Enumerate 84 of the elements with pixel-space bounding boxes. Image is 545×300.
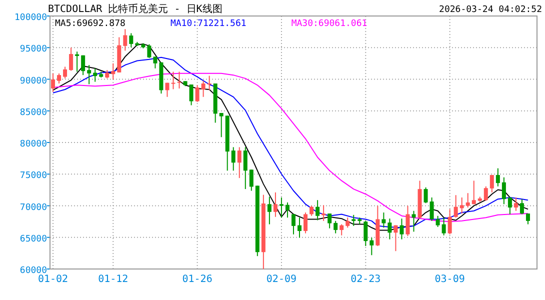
candlestick <box>400 218 404 240</box>
text: MA30:69061.061 <box>291 19 368 29</box>
candlestick <box>111 62 116 80</box>
candlestick <box>370 237 374 256</box>
candlestick <box>249 169 254 192</box>
candlestick <box>267 196 272 225</box>
candlestick <box>285 202 290 218</box>
candlestick <box>237 146 242 179</box>
candlestick <box>310 205 314 216</box>
x-tick-label: 01-02 <box>38 274 68 285</box>
candlestick <box>63 66 68 79</box>
candlestick <box>292 214 296 235</box>
candlestick <box>304 212 308 234</box>
text: MA10:71221.561 <box>170 19 246 29</box>
candlestick <box>75 51 80 72</box>
candlestick <box>490 174 494 193</box>
y-tick-label: 60000 <box>20 266 47 276</box>
candlestick <box>460 196 464 214</box>
candlestick <box>508 196 512 215</box>
candlestick <box>340 224 344 236</box>
candlestick <box>448 208 452 235</box>
candlestick <box>382 212 386 228</box>
y-tick-label: 85000 <box>20 108 47 118</box>
candlestick <box>195 84 200 102</box>
candlestick <box>87 64 92 85</box>
candlestick <box>520 198 524 215</box>
candlestick <box>123 28 128 52</box>
y-tick-label: 90000 <box>20 76 47 86</box>
candlestick <box>165 82 170 98</box>
candlestick <box>171 71 176 90</box>
candlestick <box>412 210 416 232</box>
candlestick <box>279 196 284 218</box>
candlestick <box>502 176 506 205</box>
y-tick-label: 75000 <box>20 171 47 182</box>
candlestick <box>442 217 446 236</box>
candlestick <box>81 54 86 76</box>
candlestick <box>394 224 398 252</box>
y-tick-label: 100000 <box>14 13 47 23</box>
candlestick <box>69 47 74 72</box>
x-tick-label: 02-23 <box>350 274 381 285</box>
candlestick <box>436 215 440 228</box>
candlestick <box>153 56 158 69</box>
x-tick-label: 01-26 <box>182 274 212 285</box>
candlestick <box>147 44 152 58</box>
x-tick-label: 03-09 <box>434 274 465 285</box>
candlestick <box>298 217 302 238</box>
candlestick <box>424 186 428 204</box>
x-tick-label: 01-12 <box>98 274 128 285</box>
chart-title: BTCDOLLAR 比特币兑美元 - 日K线图 <box>48 3 222 15</box>
y-tick-label: 65000 <box>20 234 47 244</box>
candlestick <box>201 80 206 98</box>
candlestick <box>514 196 518 212</box>
candlestick <box>243 146 248 190</box>
candlestick <box>388 218 392 240</box>
candlestick <box>526 213 530 225</box>
candlestick <box>334 220 338 234</box>
candlestick <box>328 213 332 229</box>
candlestick <box>177 71 182 89</box>
candlestick <box>51 72 56 92</box>
candlestick <box>364 220 368 247</box>
candlestick <box>454 194 458 218</box>
y-tick-label: 95000 <box>20 44 47 55</box>
candlestick <box>346 217 350 228</box>
candlestick <box>484 186 488 202</box>
candlestick <box>466 192 470 208</box>
candlestick <box>352 214 356 226</box>
candlestick <box>430 196 434 222</box>
candlestick <box>472 180 476 205</box>
y-tick-label: 80000 <box>20 140 47 150</box>
candlestick <box>57 72 62 84</box>
x-tick-label: 02-09 <box>266 274 297 285</box>
chart-subtitle: 2026-03-24 04:02:52 <box>439 5 542 15</box>
candlestick <box>273 192 278 218</box>
candlestick <box>207 75 212 91</box>
candlestick <box>231 146 236 172</box>
candlestick <box>129 32 134 48</box>
candlestick <box>316 200 320 221</box>
candlestick <box>219 112 224 138</box>
candlestick <box>93 68 98 82</box>
candlestick <box>189 84 194 106</box>
candlestick <box>496 168 500 187</box>
text: MA5:69692.878 <box>55 19 126 29</box>
y-tick-label: 70000 <box>20 202 47 213</box>
candlestick <box>406 205 410 236</box>
